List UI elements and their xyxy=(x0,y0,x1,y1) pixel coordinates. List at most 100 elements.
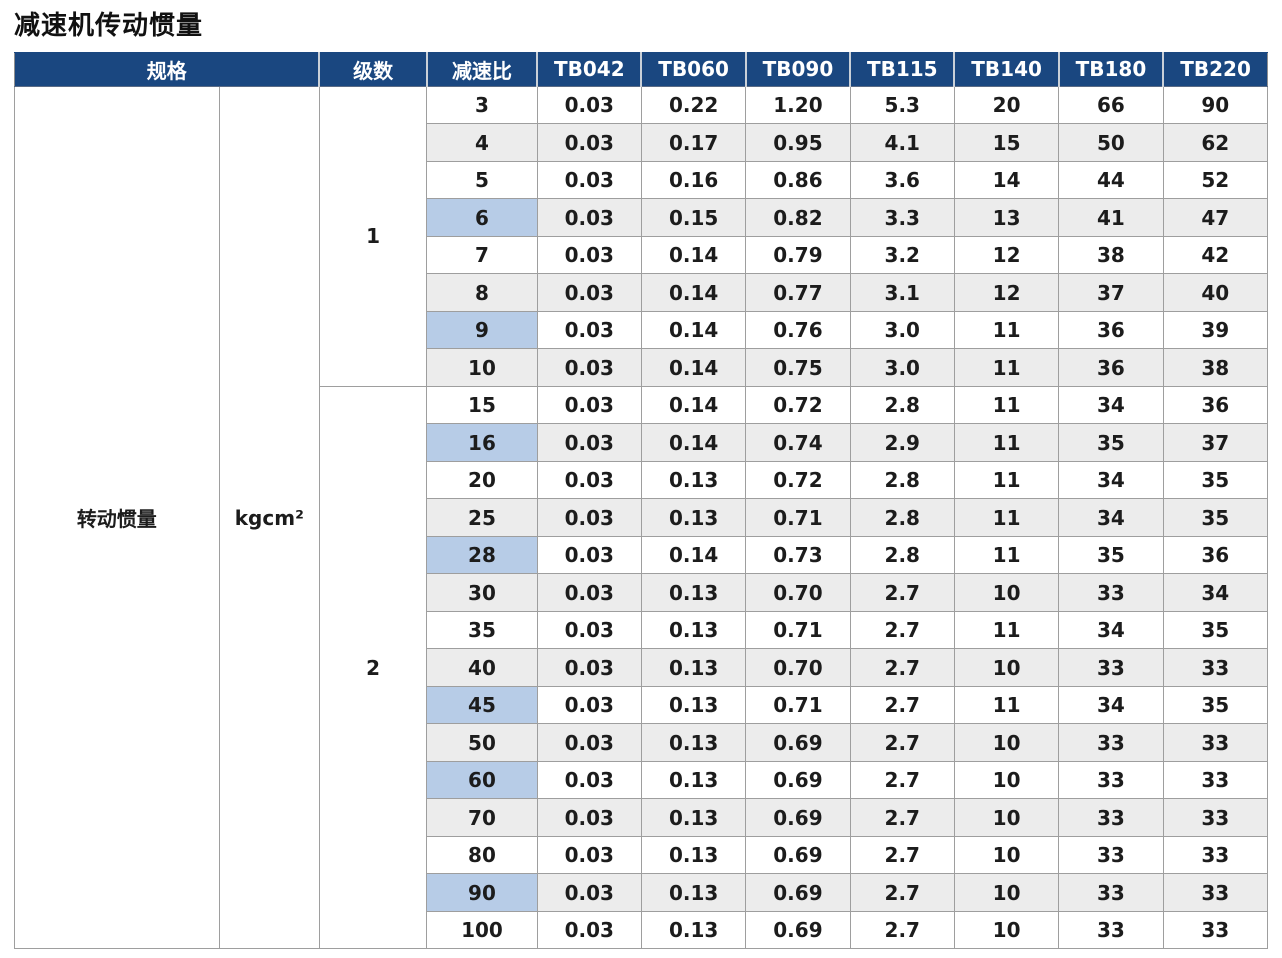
value-cell-tb115: 2.7 xyxy=(849,835,955,875)
table-row: 4 0.03 0.17 0.95 4.1 15 50 62 xyxy=(15,123,1269,162)
value-cell-tb140: 12 xyxy=(953,235,1060,275)
value-cell-tb090: 0.69 xyxy=(745,798,851,837)
ratio-cell: 50 xyxy=(426,723,538,762)
value-cell-tb140: 11 xyxy=(953,498,1060,537)
value-cell-tb180: 35 xyxy=(1058,423,1164,462)
value-cell-tb090: 0.73 xyxy=(745,535,851,575)
value-cell-tb180: 50 xyxy=(1058,123,1164,162)
value-cell-tb180: 34 xyxy=(1058,385,1164,425)
header-model-tb220: TB220 xyxy=(1162,51,1268,87)
table-row: 40 0.03 0.13 0.70 2.7 10 33 33 xyxy=(15,648,1269,687)
value-cell-tb115: 3.2 xyxy=(849,235,955,275)
value-cell-tb060: 0.14 xyxy=(640,310,747,350)
value-cell-tb060: 0.13 xyxy=(640,723,747,762)
value-cell-tb180: 38 xyxy=(1058,235,1164,275)
ratio-cell: 7 xyxy=(426,235,538,275)
stage-value: 1 xyxy=(318,85,428,387)
value-cell-tb042: 0.03 xyxy=(536,498,642,537)
value-cell-tb180: 33 xyxy=(1058,573,1164,612)
table-row: 45 0.03 0.13 0.71 2.7 11 34 35 xyxy=(15,685,1269,725)
ratio-cell: 100 xyxy=(426,910,538,950)
ratio-cell: 8 xyxy=(426,273,538,312)
value-cell-tb220: 33 xyxy=(1162,648,1269,687)
value-cell-tb140: 11 xyxy=(953,685,1060,725)
value-cell-tb115: 2.7 xyxy=(849,685,955,725)
value-cell-tb140: 11 xyxy=(953,310,1060,350)
ratio-cell: 20 xyxy=(426,460,538,500)
value-cell-tb042: 0.03 xyxy=(536,160,642,200)
value-cell-tb115: 2.8 xyxy=(849,535,955,575)
ratio-cell: 6 xyxy=(426,198,538,237)
value-cell-tb115: 2.7 xyxy=(849,648,955,687)
value-cell-tb140: 10 xyxy=(953,573,1060,612)
value-cell-tb220: 52 xyxy=(1162,160,1269,200)
value-cell-tb140: 10 xyxy=(953,873,1060,912)
table-row: 转动惯量 kgcm² 1 3 0.03 0.22 1.20 5.3 20 66 90 xyxy=(14,85,1269,950)
ratio-cell: 45 xyxy=(426,685,538,725)
value-cell-tb220: 47 xyxy=(1162,198,1269,237)
ratio-cell: 35 xyxy=(426,610,538,650)
value-cell-tb060: 0.13 xyxy=(640,910,747,950)
value-cell-tb140: 10 xyxy=(953,760,1060,800)
value-cell-tb180: 37 xyxy=(1058,273,1164,312)
value-cell-tb090: 0.70 xyxy=(745,648,851,687)
value-cell-tb180: 33 xyxy=(1058,873,1164,912)
value-cell-tb090: 0.75 xyxy=(745,348,851,387)
ratio-cell: 10 xyxy=(426,348,538,387)
value-cell-tb042: 0.03 xyxy=(536,760,642,800)
page-title: 减速机传动惯量 xyxy=(14,11,204,41)
value-cell-tb140: 10 xyxy=(953,723,1060,762)
value-cell-tb060: 0.17 xyxy=(640,123,747,162)
ratio-cell: 80 xyxy=(426,835,538,875)
ratio-cell: 16 xyxy=(426,423,538,462)
value-cell-tb090: 0.71 xyxy=(745,610,851,650)
value-cell-tb060: 0.13 xyxy=(640,460,747,500)
value-cell-tb090: 0.72 xyxy=(745,460,851,500)
table-body: 转动惯量 kgcm² 1 3 0.03 0.22 1.20 5.3 20 66 90 4 0.03 0.1… xyxy=(14,85,1269,950)
value-cell-tb090: 0.74 xyxy=(745,423,851,462)
value-cell-tb180: 34 xyxy=(1058,460,1164,500)
value-cell-tb090: 0.82 xyxy=(745,198,851,237)
value-cell-tb115: 3.0 xyxy=(849,348,955,387)
value-cell-tb180: 66 xyxy=(1058,85,1164,125)
value-cell-tb090: 0.79 xyxy=(745,235,851,275)
value-cell-tb090: 0.69 xyxy=(745,835,851,875)
value-cell-tb115: 2.7 xyxy=(849,723,955,762)
header-spec: 规格 xyxy=(14,51,320,87)
ratio-cell: 30 xyxy=(426,573,538,612)
value-cell-tb090: 0.69 xyxy=(745,723,851,762)
value-cell-tb220: 33 xyxy=(1162,760,1269,800)
value-cell-tb140: 11 xyxy=(953,348,1060,387)
value-cell-tb180: 34 xyxy=(1058,498,1164,537)
table-row: 16 0.03 0.14 0.74 2.9 11 35 37 xyxy=(15,423,1269,462)
spec-label: 转动惯量 xyxy=(14,85,220,950)
value-cell-tb090: 0.69 xyxy=(745,760,851,800)
value-cell-tb180: 41 xyxy=(1058,198,1164,237)
header-row: 规格 级数 减速比 TB042 TB060 TB090 TB115 TB140 TB180 TB2… xyxy=(14,51,1268,87)
value-cell-tb140: 11 xyxy=(953,423,1060,462)
value-cell-tb115: 2.7 xyxy=(849,610,955,650)
value-cell-tb180: 33 xyxy=(1058,910,1164,950)
value-cell-tb060: 0.15 xyxy=(640,198,747,237)
value-cell-tb115: 2.7 xyxy=(849,573,955,612)
value-cell-tb042: 0.03 xyxy=(536,235,642,275)
value-cell-tb220: 35 xyxy=(1162,498,1269,537)
value-cell-tb060: 0.14 xyxy=(640,235,747,275)
header-model-tb115: TB115 xyxy=(849,51,955,87)
header-ratio: 减速比 xyxy=(425,51,538,87)
value-cell-tb115: 3.3 xyxy=(849,198,955,237)
value-cell-tb220: 42 xyxy=(1162,235,1269,275)
value-cell-tb060: 0.14 xyxy=(640,348,747,387)
value-cell-tb220: 35 xyxy=(1162,610,1269,650)
value-cell-tb220: 35 xyxy=(1162,685,1269,725)
table-row: 25 0.03 0.13 0.71 2.8 11 34 35 xyxy=(15,498,1269,537)
value-cell-tb180: 33 xyxy=(1058,760,1164,800)
value-cell-tb180: 34 xyxy=(1058,685,1164,725)
value-cell-tb060: 0.13 xyxy=(640,610,747,650)
value-cell-tb140: 12 xyxy=(953,273,1060,312)
value-cell-tb115: 2.7 xyxy=(849,760,955,800)
value-cell-tb180: 34 xyxy=(1058,610,1164,650)
table-row: 28 0.03 0.14 0.73 2.8 11 35 36 xyxy=(15,535,1269,575)
value-cell-tb115: 2.9 xyxy=(849,423,955,462)
table-row: 90 0.03 0.13 0.69 2.7 10 33 33 xyxy=(15,873,1269,912)
